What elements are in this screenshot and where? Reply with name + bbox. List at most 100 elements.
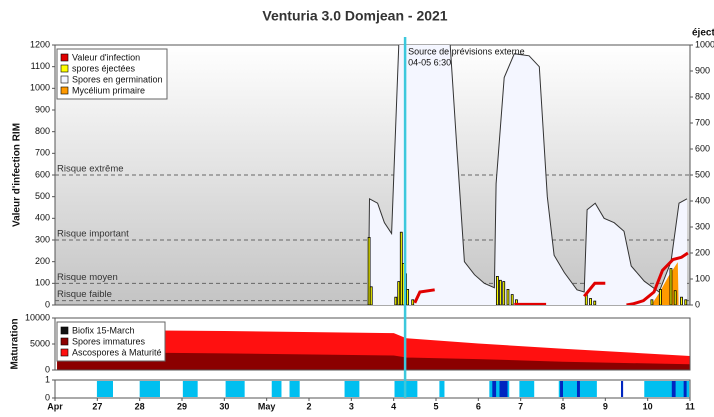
legend-box (56, 48, 168, 100)
y-tick-label: 10000 (25, 312, 50, 322)
period (182, 381, 198, 397)
legend-swatch (60, 326, 69, 335)
area-outline (651, 262, 679, 305)
y-tick-label: 5000 (30, 338, 50, 348)
legend-swatch (60, 86, 69, 95)
bar (397, 281, 401, 305)
x-tick-label: May (258, 401, 276, 411)
bar (680, 296, 683, 305)
period (519, 381, 535, 397)
x-tick-label: 27 (92, 401, 102, 411)
x-tick-label: 2 (306, 401, 311, 411)
period (560, 381, 563, 397)
x-tick-label: 4 (391, 401, 396, 411)
legend-swatch (60, 64, 69, 73)
period (139, 381, 160, 397)
y-tick-label: 500 (695, 169, 710, 179)
y-tick-label: 300 (35, 234, 50, 244)
chart-title: Venturia 3.0 Domjean - 2021 (262, 8, 447, 24)
bar (669, 268, 673, 305)
area-outline (367, 45, 688, 305)
y-tick-label: 900 (695, 65, 710, 75)
bar (411, 299, 415, 305)
y-tick-label: 300 (695, 221, 710, 231)
y-tick-label: 700 (35, 148, 50, 158)
plot-layer: Risque extrême Risque important Risque moy… (55, 45, 690, 305)
x-tick-label: 7 (518, 401, 523, 411)
period (271, 381, 282, 397)
y-tick-label: 100 (695, 273, 710, 283)
legend-label: Spores immatures (72, 336, 146, 346)
y-tick-label: 0 (695, 299, 700, 309)
bar (506, 288, 510, 305)
x-tick-label: 6 (476, 401, 481, 411)
legend-swatch (60, 348, 69, 357)
risk-label: Risque moyen (57, 272, 118, 283)
y-tick-label: 100 (35, 278, 50, 288)
legend-label: Ascospores à Maturité (72, 347, 162, 357)
period (344, 381, 360, 397)
annotation: Source de prévisions externe (408, 46, 525, 56)
y-tick-label: 1000 (30, 83, 50, 93)
y-tick-label: 1100 (31, 61, 50, 71)
bar (673, 290, 677, 305)
period (576, 381, 580, 397)
y-tick-label: 0 (45, 392, 50, 402)
x-tick-label: 8 (560, 401, 565, 411)
x-tick-label: 30 (219, 401, 229, 411)
line (413, 251, 689, 305)
period (620, 381, 624, 397)
y-tick-label: 0 (45, 364, 50, 374)
period (96, 381, 113, 397)
period (644, 381, 690, 397)
legend-label: spores éjectées (72, 63, 136, 73)
period (289, 381, 300, 397)
annotation: 04-05 6:30 (408, 57, 451, 67)
y-tick-label: 900 (35, 104, 50, 114)
x-tick-label: 9 (603, 401, 608, 411)
x-tick-label: 5 (433, 401, 438, 411)
bar (369, 286, 373, 305)
risk-label: Risque important (57, 229, 129, 240)
area-fill (368, 45, 687, 305)
area-fill (57, 352, 691, 370)
period (492, 381, 497, 397)
bar (394, 296, 398, 305)
bar (650, 299, 654, 305)
y-tick-label: 1200 (30, 39, 50, 49)
y2-axis-label: éjection (692, 28, 714, 39)
risk-label: Risque extrême (57, 164, 124, 175)
bar (589, 298, 592, 305)
risk-label: Risque faible (57, 289, 112, 300)
legend-swatch (60, 75, 69, 84)
y-tick-label: 400 (35, 213, 50, 223)
y-tick-label: 0 (45, 299, 50, 309)
bar (367, 236, 371, 305)
y-tick-label: 200 (695, 247, 710, 257)
x-tick-label: 28 (135, 401, 145, 411)
y-tick-label: 400 (695, 195, 710, 205)
bar (593, 300, 597, 305)
y-tick-label: 800 (35, 126, 50, 136)
period (683, 381, 687, 397)
legend-label: Biofix 15-March (72, 325, 135, 335)
period (439, 381, 445, 397)
y-tick-label: 700 (695, 117, 710, 127)
y-tick-label: 600 (695, 143, 710, 153)
legend-label: Valeur d'infection (72, 52, 140, 62)
y-axis-label: Valeur d'infection RIM (12, 123, 23, 227)
bar (406, 288, 410, 305)
period (671, 381, 676, 397)
plot-border (54, 317, 691, 371)
legend-swatch (60, 53, 69, 62)
legend-swatch (60, 337, 69, 346)
y-tick-label: 800 (695, 91, 710, 101)
x-tick-label: 29 (177, 401, 187, 411)
bar (502, 281, 506, 305)
x-tick-label: 11 (685, 401, 695, 411)
bar (495, 275, 499, 305)
bar (399, 231, 403, 305)
y-tick-label: 600 (35, 169, 50, 179)
x-tick-label: 10 (643, 401, 653, 411)
